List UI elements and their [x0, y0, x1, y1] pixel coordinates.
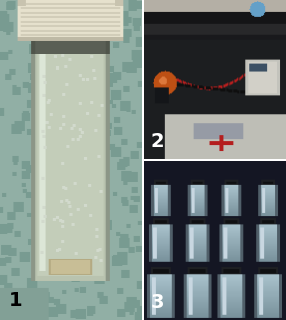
Text: 1: 1 — [9, 292, 22, 310]
Text: 3: 3 — [150, 293, 164, 312]
Text: 2: 2 — [150, 132, 164, 151]
